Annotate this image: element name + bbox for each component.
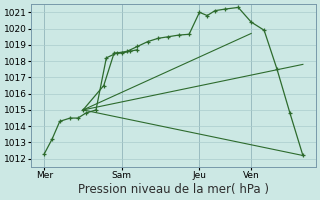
X-axis label: Pression niveau de la mer( hPa ): Pression niveau de la mer( hPa ) [78,183,269,196]
